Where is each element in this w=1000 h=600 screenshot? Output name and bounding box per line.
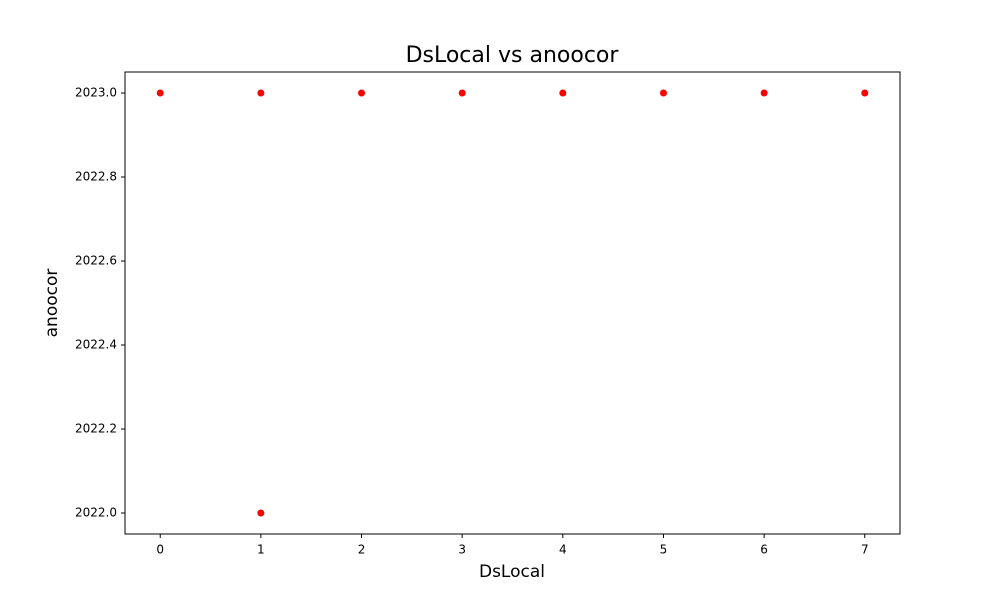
x-tick-label: 2 xyxy=(358,543,366,557)
y-tick-label: 2023.0 xyxy=(75,86,117,100)
x-tick-label: 7 xyxy=(861,543,869,557)
y-tick-label: 2022.2 xyxy=(75,422,117,436)
point xyxy=(358,89,366,97)
x-tick-label: 1 xyxy=(257,543,265,557)
y-tick-label: 2022.4 xyxy=(75,338,117,352)
point xyxy=(559,89,567,97)
point xyxy=(659,89,667,97)
x-tick-label: 0 xyxy=(156,543,164,557)
point xyxy=(458,89,466,97)
y-axis-label: anoocor xyxy=(42,269,62,338)
point xyxy=(760,89,768,97)
x-axis-label: DsLocal xyxy=(479,562,545,582)
point xyxy=(257,509,265,517)
x-tick-label: 6 xyxy=(760,543,768,557)
plot-frame xyxy=(124,71,901,535)
chart-title: DsLocal vs anoocor xyxy=(406,43,620,68)
y-tick-label: 2022.0 xyxy=(75,506,117,520)
point xyxy=(156,89,164,97)
y-tick-label: 2022.6 xyxy=(75,254,117,268)
x-tick-label: 4 xyxy=(559,543,567,557)
y-tick-label: 2022.8 xyxy=(75,170,117,184)
x-tick-label: 3 xyxy=(458,543,466,557)
point xyxy=(861,89,869,97)
point xyxy=(257,89,265,97)
x-tick-label: 5 xyxy=(660,543,668,557)
